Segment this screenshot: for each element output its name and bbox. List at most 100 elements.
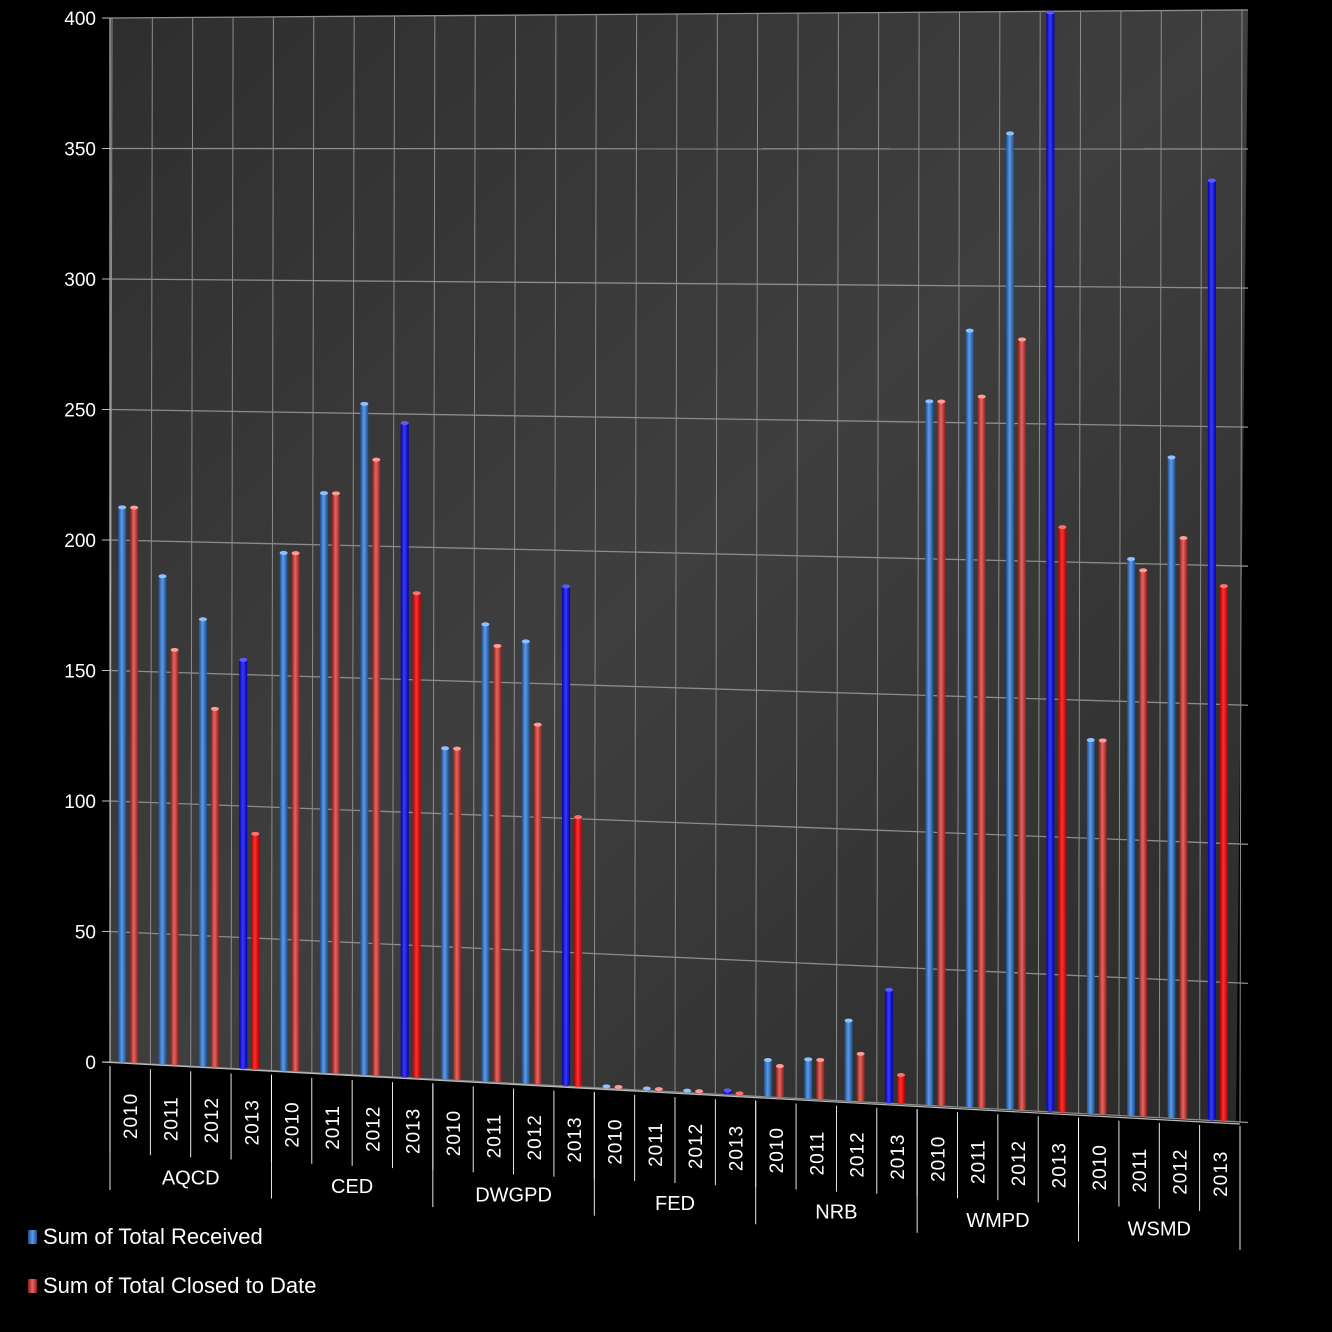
- bar-cap: [1219, 584, 1228, 589]
- gridline-v: [472, 15, 476, 1082]
- bar-cap: [170, 647, 179, 652]
- bar-cap: [1167, 455, 1176, 460]
- bar-received-CED-2010: [279, 551, 288, 1072]
- gridline-v: [755, 13, 759, 1097]
- gridline-v: [230, 17, 234, 1069]
- bar-cap: [1006, 131, 1015, 136]
- y-tick-label: 200: [64, 531, 96, 552]
- bar-received-AQCD-2012: [198, 618, 207, 1067]
- bar-received-CED-2012: [360, 402, 369, 1076]
- gridline-v: [351, 16, 355, 1075]
- bar-closed-NRB-2012: [856, 1052, 865, 1102]
- gridline-h: [109, 408, 1249, 428]
- x-tick-label-year: 2010: [605, 1119, 626, 1165]
- bar-closed-CED-2012: [372, 458, 381, 1077]
- x-axis-line: [101, 1061, 1241, 1125]
- gridline-h: [109, 539, 1249, 567]
- bar-received-WSMD-2010: [1086, 739, 1095, 1115]
- bar-cap: [896, 1072, 905, 1077]
- x-tick-label-year: 2012: [1009, 1140, 1030, 1186]
- bar-closed-NRB-2010: [775, 1065, 784, 1098]
- x-tick-label-year: 2012: [202, 1097, 223, 1143]
- bar-received-NRB-2013: [884, 988, 893, 1104]
- bar-cap: [695, 1089, 704, 1094]
- gridline-h: [109, 800, 1249, 845]
- legend-label-received: Sum of Total Received: [43, 1224, 263, 1249]
- bar-received-DWGPD-2012: [521, 640, 530, 1085]
- bar-cap: [1179, 535, 1188, 540]
- gridlines: [109, 9, 1249, 1124]
- bar-cap: [453, 746, 462, 751]
- x-tick-label-year: 2012: [848, 1131, 869, 1177]
- gridline-v: [674, 13, 678, 1093]
- x-group-label-AQCD: AQCD: [162, 1167, 220, 1189]
- bar-received-NRB-2010: [763, 1059, 772, 1097]
- bar-cap: [279, 550, 288, 555]
- bar-cap: [654, 1087, 663, 1092]
- bar-cap: [1207, 178, 1216, 183]
- x-tick-label-year: 2013: [1211, 1151, 1232, 1197]
- bar-received-WMPD-2010: [925, 400, 934, 1106]
- bar-cap: [481, 622, 490, 627]
- bar-cap: [441, 746, 450, 751]
- bar-closed-WMPD-2013: [1058, 526, 1067, 1113]
- x-tick-label-year: 2010: [928, 1136, 949, 1182]
- bar-closed-DWGPD-2012: [533, 723, 542, 1085]
- legend-swatch-blue: [28, 1230, 37, 1244]
- bar-cap: [239, 657, 248, 662]
- bar-cap: [493, 643, 502, 648]
- x-tick-label-year: 2013: [1049, 1142, 1070, 1188]
- bar-closed-CED-2010: [291, 552, 300, 1072]
- bar-cap: [319, 491, 328, 496]
- bar-closed-NRB-2011: [816, 1058, 825, 1100]
- x-tick-label-year: 2012: [363, 1106, 384, 1152]
- gridline-v: [270, 16, 274, 1071]
- bar-closed-WSMD-2011: [1139, 569, 1148, 1117]
- bar-cap: [642, 1086, 651, 1091]
- bar-cap: [533, 722, 542, 727]
- x-tick-label-year: 2011: [969, 1139, 990, 1184]
- gridline-v: [714, 13, 718, 1095]
- bar-cap: [198, 617, 207, 622]
- y-tick-label: 100: [64, 792, 96, 813]
- bar-received-DWGPD-2013: [562, 585, 571, 1087]
- x-tick-label-year: 2012: [686, 1123, 707, 1169]
- bar-cap: [602, 1084, 611, 1089]
- bar-received-DWGPD-2011: [481, 623, 490, 1082]
- x-tick-label-year: 2013: [565, 1116, 586, 1162]
- bar-closed-AQCD-2012: [210, 707, 219, 1068]
- legend-item-closed: Sum of Total Closed to Date: [28, 1273, 317, 1299]
- x-tick-label-year: 2010: [283, 1101, 304, 1147]
- bar-cap: [965, 328, 974, 333]
- bar-closed-WMPD-2010: [937, 400, 946, 1107]
- x-tick-label-year: 2010: [767, 1127, 788, 1173]
- bar-closed-DWGPD-2013: [574, 816, 583, 1087]
- bar-closed-WMPD-2012: [1018, 338, 1027, 1111]
- bar-closed-AQCD-2013: [251, 832, 260, 1070]
- bar-closed-NRB-2013: [896, 1073, 905, 1104]
- gridline-v: [149, 17, 153, 1065]
- gridline-v: [1199, 10, 1203, 1120]
- bar-cap: [723, 1088, 732, 1093]
- x-group-label-NRB: NRB: [815, 1202, 857, 1224]
- bar-cap: [400, 421, 409, 426]
- bar-received-DWGPD-2010: [441, 747, 450, 1080]
- x-tick-label-year: 2011: [1130, 1148, 1151, 1193]
- plot-background: [110, 10, 1248, 1122]
- x-tick-label-year: 2011: [162, 1096, 183, 1141]
- bar-cap: [844, 1018, 853, 1023]
- bar-cap: [816, 1057, 825, 1062]
- gridline-v: [876, 12, 880, 1103]
- bar-closed-AQCD-2010: [130, 506, 139, 1064]
- x-tick-label-year: 2012: [525, 1114, 546, 1160]
- x-group-label-WMPD: WMPD: [966, 1210, 1029, 1232]
- legend-label-closed: Sum of Total Closed to Date: [43, 1273, 317, 1298]
- bar-received-WSMD-2011: [1127, 557, 1136, 1117]
- gridline-v: [997, 11, 1001, 1110]
- x-tick-label-year: 2013: [888, 1134, 909, 1180]
- bar-cap: [130, 505, 139, 510]
- x-tick-label-year: 2010: [121, 1093, 142, 1139]
- x-tick-label-year: 2011: [646, 1122, 667, 1167]
- bar-cap: [372, 457, 381, 462]
